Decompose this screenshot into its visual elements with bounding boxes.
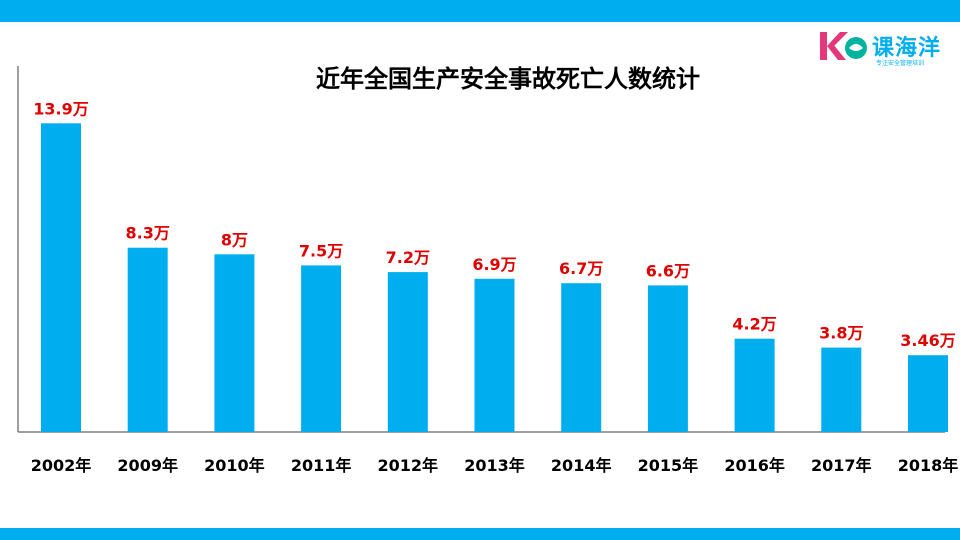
bar-value-label: 7.5万: [299, 241, 343, 260]
x-tick-label: 2014年: [551, 456, 612, 475]
bar: [821, 347, 862, 432]
x-tick-label: 2017年: [811, 456, 872, 475]
x-tick-label: 2012年: [378, 456, 439, 475]
bar: [301, 265, 342, 432]
bottom-accent-band: [0, 528, 960, 540]
bar-value-label: 8万: [221, 230, 248, 249]
x-tick-label: 2010年: [204, 456, 265, 475]
bar-series: [41, 123, 948, 433]
bar-data-labels: 13.9万 8.3万 8万 7.5万 7.2万 6.9万 6.7万 6.6万 4.2万 3.8万 3…: [33, 99, 955, 350]
x-tick-label: 2002年: [31, 456, 92, 475]
bar: [561, 283, 602, 432]
bar-value-label: 6.9万: [472, 255, 516, 274]
bar: [387, 272, 428, 432]
bar-value-label: 4.2万: [732, 315, 776, 334]
brand-name: 课海洋: [872, 36, 942, 61]
bar-value-label: 6.6万: [646, 261, 690, 280]
x-tick-label: 2013年: [464, 456, 525, 475]
bar: [647, 285, 688, 432]
brand-logo: 课海洋 专注安全管理培训: [818, 30, 954, 70]
bar-value-label: 3.8万: [819, 324, 863, 343]
bar-value-label: 7.2万: [386, 248, 430, 267]
bar: [127, 247, 168, 432]
x-tick-labels: 2002年 2009年 2010年 2011年 2012年 2013年 2014年 2015年…: [31, 456, 959, 475]
x-tick-label: 2016年: [724, 456, 785, 475]
bar-value-label: 13.9万: [33, 99, 88, 118]
brand-tagline: 专注安全管理培训: [876, 60, 925, 67]
top-accent-band: [0, 0, 960, 22]
bar-value-label: 3.46万: [900, 331, 955, 350]
brand-logo-icon: [820, 32, 867, 60]
bar: [908, 355, 948, 432]
x-tick-label: 2011年: [291, 456, 352, 475]
bar: [41, 123, 81, 433]
bar: [474, 278, 515, 432]
x-tick-label: 2015年: [638, 456, 699, 475]
bar: [214, 254, 255, 432]
bar: [734, 338, 775, 432]
x-tick-label: 2009年: [117, 456, 178, 475]
x-tick-label: 2018年: [898, 456, 959, 475]
bar-value-label: 6.7万: [559, 259, 603, 278]
bar-value-label: 8.3万: [126, 224, 170, 243]
chart-title: 近年全国生产安全事故死亡人数统计: [316, 65, 700, 93]
